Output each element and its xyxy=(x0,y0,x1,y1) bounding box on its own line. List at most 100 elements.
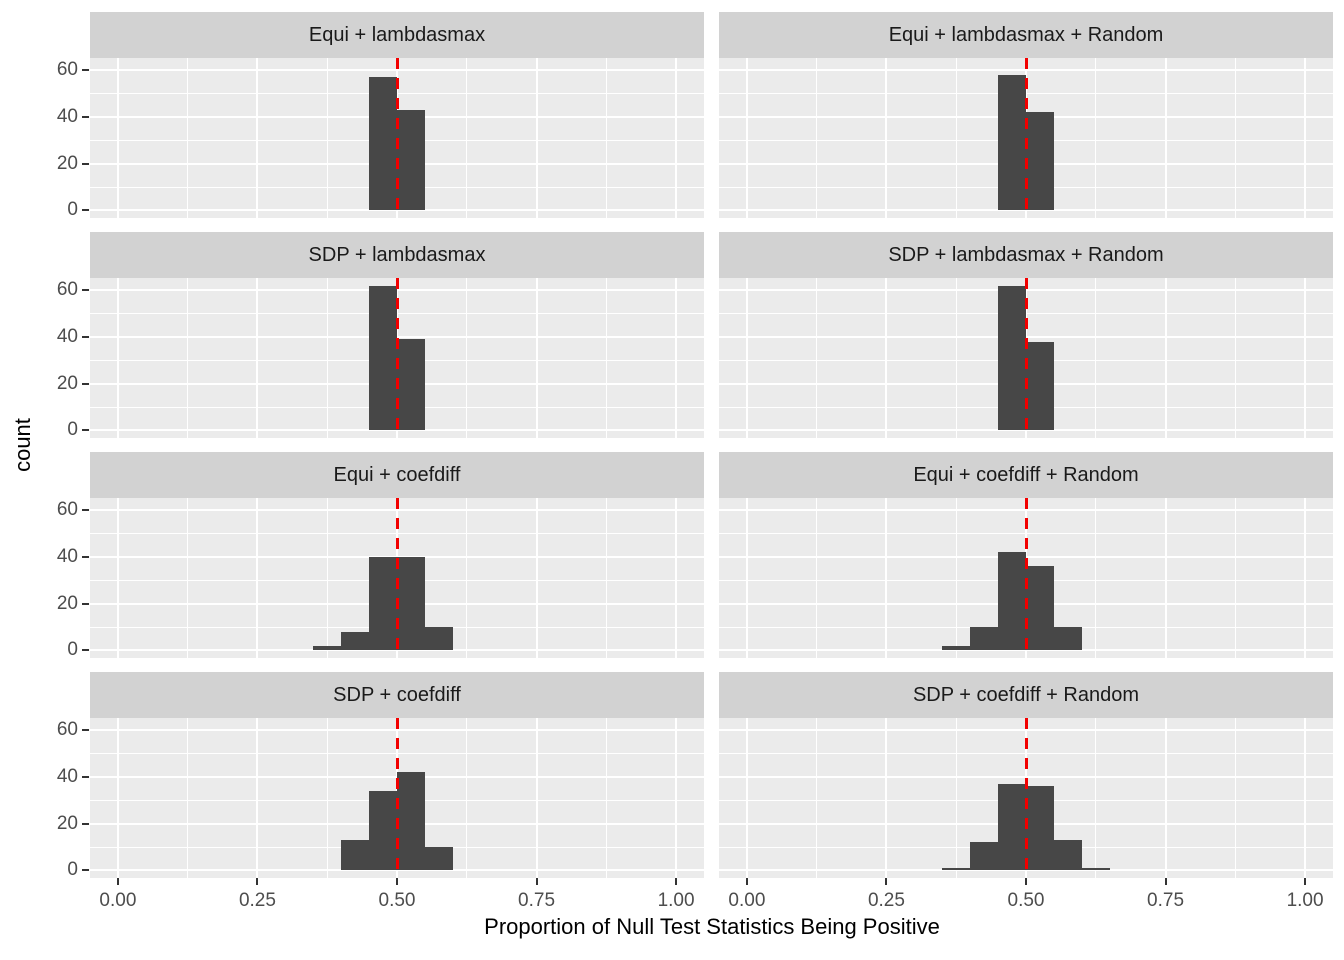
facet-strip: Equi + coefdiff xyxy=(90,452,704,498)
y-axis-tick xyxy=(82,69,89,72)
histogram-bar xyxy=(970,842,999,871)
y-tick-label: 40 xyxy=(56,105,78,127)
facet-strip-label: Equi + lambdasmax + Random xyxy=(888,23,1164,46)
gridline-minor-v xyxy=(605,58,607,218)
gridline-minor-v xyxy=(816,718,818,878)
gridline-major-v xyxy=(675,718,678,878)
facet-strip-label: SDP + coefdiff + Random xyxy=(912,683,1140,706)
x-axis-tick xyxy=(1304,878,1307,885)
y-tick-label: 20 xyxy=(56,152,78,174)
gridline-major-v xyxy=(116,278,119,438)
gridline-minor-v xyxy=(187,58,189,218)
gridline-major-v xyxy=(885,718,888,878)
gridline-minor-v xyxy=(955,718,957,878)
histogram-bar xyxy=(998,552,1026,651)
gridline-major-v xyxy=(885,498,888,658)
y-tick-label: 60 xyxy=(56,59,78,81)
histogram-bar xyxy=(1026,566,1054,651)
reference-vline xyxy=(1024,718,1028,878)
facet-panel xyxy=(719,58,1333,218)
gridline-minor-v xyxy=(1234,58,1236,218)
reference-vline xyxy=(395,498,399,658)
facet-strip-label: SDP + lambdasmax + Random xyxy=(888,243,1164,266)
y-axis-tick xyxy=(82,869,89,872)
gridline-major-v xyxy=(535,498,538,658)
histogram-bar xyxy=(369,77,397,211)
gridline-major-v xyxy=(116,718,119,878)
gridline-major-v xyxy=(256,58,259,218)
gridline-minor-v xyxy=(1095,278,1097,438)
facet-panel xyxy=(719,498,1333,658)
histogram-bar xyxy=(397,556,425,651)
y-axis-tick xyxy=(82,209,89,212)
gridline-minor-v xyxy=(187,278,189,438)
histogram-bar xyxy=(397,772,425,871)
gridline-minor-v xyxy=(955,278,957,438)
gridline-major-v xyxy=(1304,278,1307,438)
y-axis-tick xyxy=(82,555,89,558)
histogram-bar xyxy=(998,783,1026,871)
gridline-major-v xyxy=(535,58,538,218)
facet-strip: SDP + coefdiff + Random xyxy=(719,672,1333,718)
gridline-major-v xyxy=(885,278,888,438)
reference-vline xyxy=(1024,498,1028,658)
y-tick-label: 40 xyxy=(56,545,78,567)
y-axis-tick xyxy=(82,775,89,778)
gridline-minor-v xyxy=(326,278,328,438)
y-axis-tick xyxy=(82,429,89,432)
gridline-major-v xyxy=(675,58,678,218)
facet-strip: Equi + coefdiff + Random xyxy=(719,452,1333,498)
y-tick-label: 40 xyxy=(56,765,78,787)
gridline-minor-v xyxy=(1095,58,1097,218)
y-tick-label: 0 xyxy=(67,419,78,441)
x-axis-tick xyxy=(885,878,888,885)
histogram-bar xyxy=(397,109,425,211)
x-tick-label: 1.00 xyxy=(657,890,695,911)
y-tick-label: 20 xyxy=(56,812,78,834)
gridline-major-v xyxy=(535,718,538,878)
gridline-major-v xyxy=(675,498,678,658)
y-axis-tick xyxy=(82,382,89,385)
facet-strip-label: Equi + coefdiff + Random xyxy=(913,463,1139,486)
gridline-minor-v xyxy=(326,498,328,658)
gridline-major-v xyxy=(1164,498,1167,658)
y-tick-label: 40 xyxy=(56,325,78,347)
histogram-bar xyxy=(369,285,397,431)
histogram-bar xyxy=(1026,341,1054,431)
histogram-bar xyxy=(313,645,342,651)
histogram-bar xyxy=(998,74,1026,211)
gridline-minor-v xyxy=(1234,718,1236,878)
histogram-bar xyxy=(397,339,425,431)
histogram-bar xyxy=(424,847,453,871)
histogram-bar xyxy=(1053,840,1082,871)
x-axis-tick xyxy=(1025,878,1027,885)
reference-vline xyxy=(395,278,399,438)
histogram-bar xyxy=(1026,786,1054,871)
facet-strip-label: SDP + coefdiff xyxy=(333,683,461,706)
facet-panel xyxy=(90,58,704,218)
gridline-minor-v xyxy=(466,58,468,218)
histogram-bar xyxy=(1081,868,1110,871)
gridline-minor-v xyxy=(955,58,957,218)
facet-panel xyxy=(90,718,704,878)
x-axis-title: Proportion of Null Test Statistics Being… xyxy=(484,914,940,939)
gridline-minor-v xyxy=(1234,278,1236,438)
gridline-major-v xyxy=(535,278,538,438)
histogram-bar xyxy=(424,627,453,651)
y-tick-label: 20 xyxy=(56,372,78,394)
x-axis-tick xyxy=(116,878,119,885)
gridline-minor-v xyxy=(1095,718,1097,878)
gridline-minor-v xyxy=(466,718,468,878)
gridline-minor-v xyxy=(187,718,189,878)
gridline-major-v xyxy=(1164,278,1167,438)
gridline-major-v xyxy=(116,498,119,658)
histogram-bar xyxy=(1053,627,1082,651)
gridline-major-v xyxy=(116,58,119,218)
y-tick-label: 0 xyxy=(67,199,78,221)
gridline-major-v xyxy=(745,498,748,658)
y-tick-label: 0 xyxy=(67,859,78,881)
facet-panel xyxy=(719,278,1333,438)
reference-vline xyxy=(1024,278,1028,438)
gridline-minor-v xyxy=(326,718,328,878)
gridline-major-v xyxy=(745,58,748,218)
